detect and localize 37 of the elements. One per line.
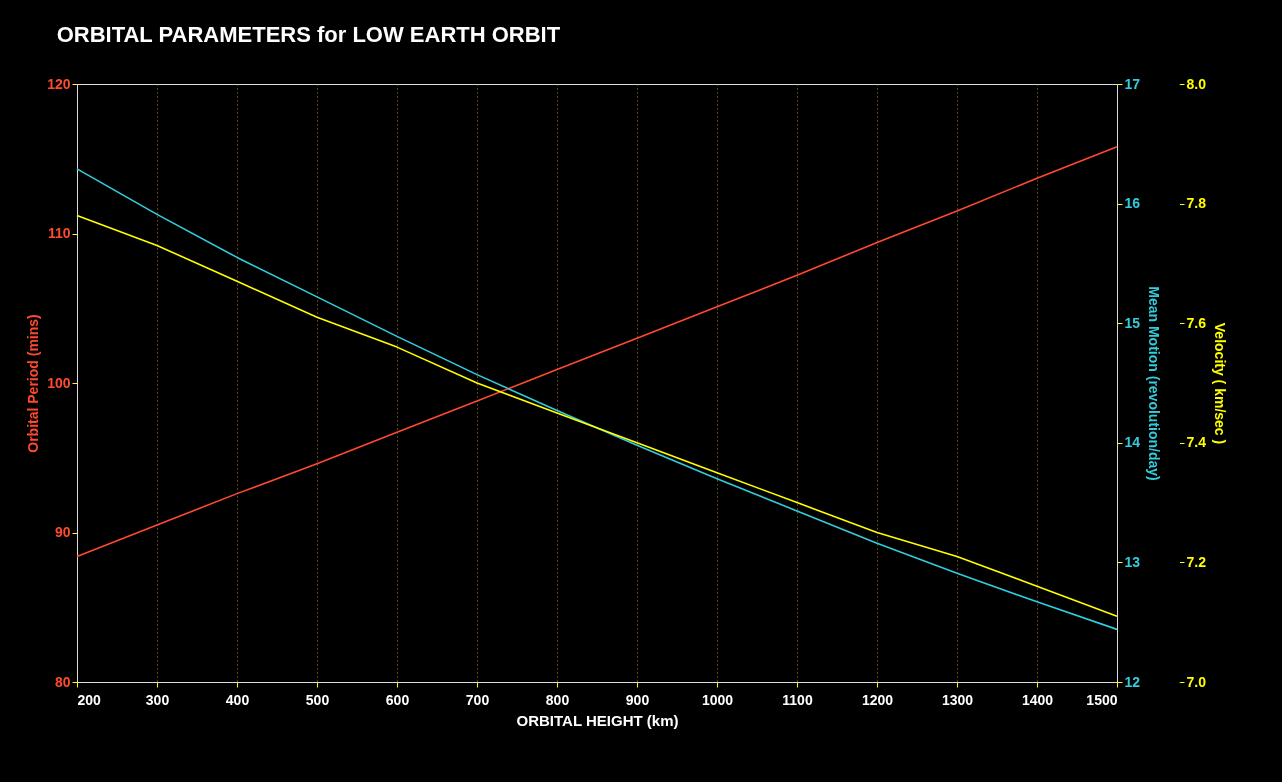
y3-tick-label: 7.6 xyxy=(1186,314,1207,331)
x-tick-label: 700 xyxy=(465,691,490,708)
x-tick-label: 300 xyxy=(145,691,170,708)
x-tick-label: 200 xyxy=(77,691,102,708)
y3-tick-label: 7.0 xyxy=(1186,673,1207,690)
x-tick-label: 400 xyxy=(225,691,250,708)
y-tick-label: 100 xyxy=(47,374,71,391)
x-tick-label: 1400 xyxy=(1021,691,1054,708)
y-tick-label: 90 xyxy=(54,524,71,540)
y3-axis-title: Velocity ( km/sec ) xyxy=(1211,322,1228,445)
x-tick-label: 1000 xyxy=(701,691,734,708)
x-tick-label: 1100 xyxy=(782,691,813,708)
y2-tick-label: 13 xyxy=(1124,553,1141,570)
x-tick-label: 900 xyxy=(625,691,650,708)
x-tick-label: 1500 xyxy=(1086,691,1118,708)
y-tick-label: 110 xyxy=(47,225,71,241)
y2-axis-title: Mean Motion (revolution/day) xyxy=(1146,286,1163,481)
y3-tick-label: 7.8 xyxy=(1186,195,1207,212)
line-series xyxy=(76,145,1118,558)
y-tick-label: 80 xyxy=(54,673,71,690)
y2-tick-label: 12 xyxy=(1124,673,1141,690)
y-axis-title: Orbital Period (mins) xyxy=(25,314,42,453)
y3-tick-label: 7.2 xyxy=(1186,553,1207,570)
x-tick-label: 600 xyxy=(385,691,410,708)
x-tick-label: 1200 xyxy=(861,691,894,708)
y3-tick-label: 7.4 xyxy=(1186,434,1207,451)
x-tick-label: 1300 xyxy=(941,691,974,708)
x-tick-label: 800 xyxy=(545,691,570,708)
y2-tick-label: 14 xyxy=(1124,434,1141,451)
y3-tick-label: 8.0 xyxy=(1186,75,1207,92)
x-axis-title: ORBITAL HEIGHT (km) xyxy=(516,711,679,729)
x-tick-label: 500 xyxy=(305,691,330,708)
y-tick-label: 120 xyxy=(47,75,71,92)
y2-tick-label: 16 xyxy=(1124,195,1141,212)
chart-title: ORBITAL PARAMETERS for LOW EARTH ORBIT xyxy=(56,22,561,47)
y2-tick-label: 15 xyxy=(1124,314,1141,331)
y2-tick-label: 17 xyxy=(1124,75,1141,92)
